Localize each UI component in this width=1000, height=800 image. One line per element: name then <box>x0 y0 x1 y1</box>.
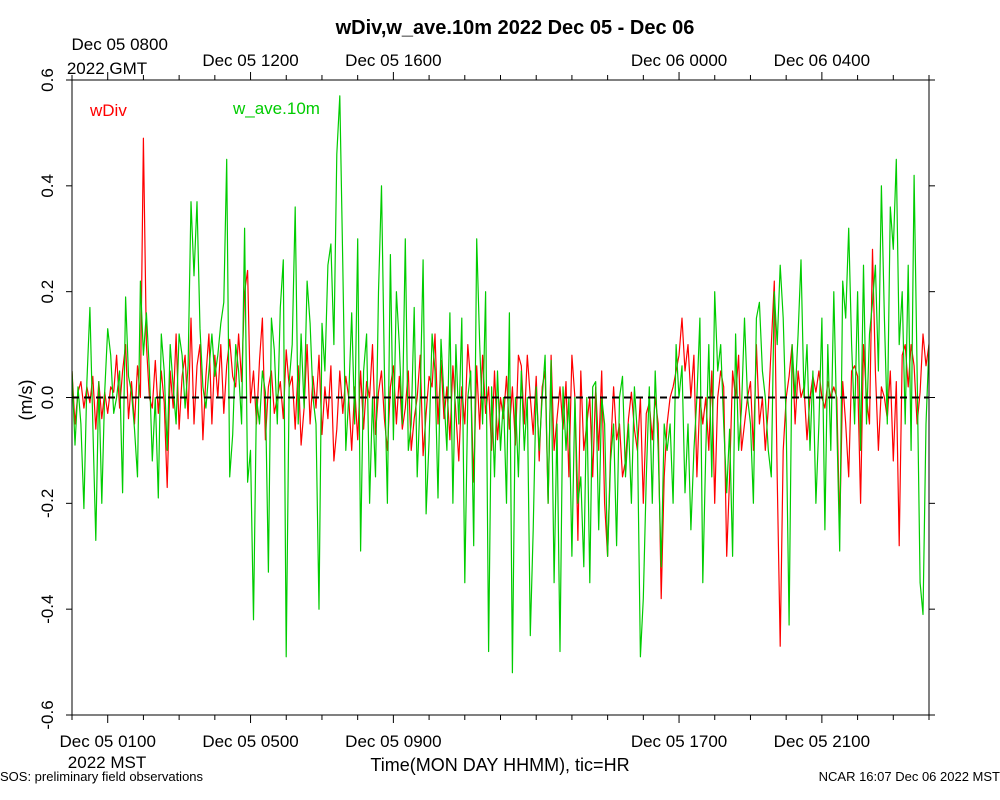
x-tick-label-top: Dec 05 1200 <box>202 51 298 70</box>
x-tick-label-bottom: Dec 05 1700 <box>631 732 727 751</box>
y-tick-label: 0.0 <box>38 386 57 410</box>
y-tick-label: -0.2 <box>38 489 57 518</box>
legend-item-wdiv: wDiv <box>89 101 127 120</box>
x-tick-label-bottom: Dec 05 0500 <box>202 732 298 751</box>
x-tick-label-top: Dec 05 1600 <box>345 51 441 70</box>
x-axis-title: Time(MON DAY HHMM), tic=HR <box>370 755 629 775</box>
axis-labels: -0.6 -0.4 -0.2 0.0 0.2 0.4 0.6 Dec 05 0100 Dec 0… <box>38 35 870 751</box>
series-line-w-ave-10m <box>72 95 929 674</box>
x-tick-label-top: Dec 06 0400 <box>774 51 870 70</box>
x-tick-label-top: Dec 05 0800 <box>72 35 168 54</box>
top-axis-zone-label: 2022 GMT <box>67 59 147 78</box>
footer-right: NCAR 16:07 Dec 06 2022 MST <box>819 769 1000 784</box>
legend-item-w-ave-10m: w_ave.10m <box>232 99 320 118</box>
chart-title: wDiv,w_ave.10m 2022 Dec 05 - Dec 06 <box>335 17 695 39</box>
y-axis-title: (m/s) <box>16 380 36 421</box>
footer-left: SOS: preliminary field observations <box>0 769 204 784</box>
x-tick-label-bottom: Dec 05 2100 <box>774 732 870 751</box>
x-tick-label-bottom: Dec 05 0100 <box>60 732 156 751</box>
axis-ticks <box>66 72 935 723</box>
x-tick-label-top: Dec 06 0000 <box>631 51 727 70</box>
bottom-axis-zone-label: 2022 MST <box>68 753 146 772</box>
series-layer <box>72 95 929 674</box>
x-tick-label-bottom: Dec 05 0900 <box>345 732 441 751</box>
y-tick-label: -0.4 <box>38 595 57 624</box>
y-tick-label: 0.4 <box>38 174 57 198</box>
y-tick-label: 0.6 <box>38 68 57 92</box>
y-tick-label: -0.6 <box>38 700 57 729</box>
y-tick-label: 0.2 <box>38 280 57 304</box>
